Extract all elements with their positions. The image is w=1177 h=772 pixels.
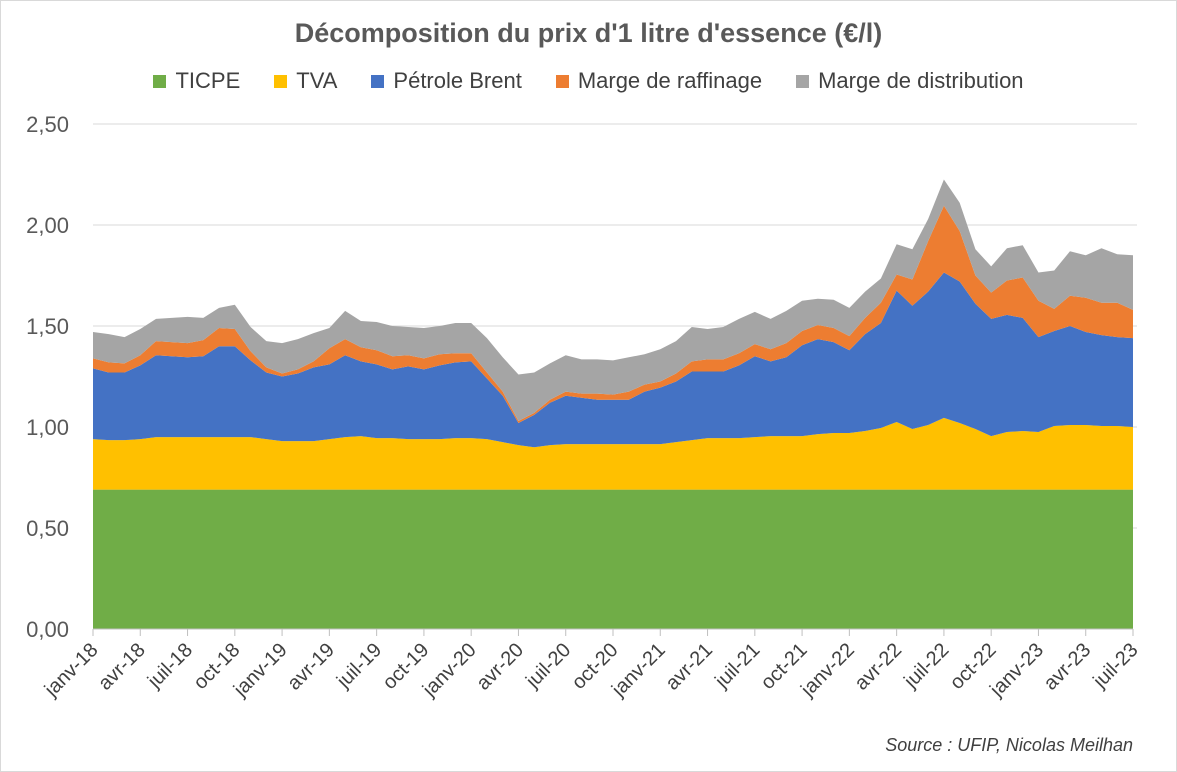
chart-title: Décomposition du prix d'1 litre d'essenc… [294,18,883,48]
x-tick-label: janv-21 [607,639,670,702]
x-tick-label: juil-19 [332,639,386,693]
area-series-1 [93,417,1133,490]
y-tick-label: 1,00 [26,415,69,440]
area-series-0 [93,489,1133,629]
legend-swatch [274,74,288,88]
x-tick-label: avr-23 [1040,639,1096,695]
y-tick-label: 1,50 [26,314,69,339]
x-tick-label: janv-23 [985,639,1048,702]
y-tick-label: 0,00 [26,617,69,642]
x-tick-label: janv-20 [418,639,481,702]
x-tick-label: juil-20 [521,639,575,693]
legend-label: TVA [296,68,338,93]
y-tick-label: 2,50 [26,112,69,137]
x-tick-label: juil-23 [1089,639,1143,693]
legend-item: TVA [274,68,337,94]
legend-label: Pétrole Brent [393,68,522,93]
x-tick-label: avr-20 [472,639,528,695]
legend-item: Marge de raffinage [555,68,763,94]
legend-label: Marge de distribution [818,68,1024,93]
legend-item: TICPE [153,68,240,94]
x-tick-label: avr-19 [283,639,339,695]
x-tick-label: avr-22 [851,639,907,695]
x-tick-label: janv-19 [229,639,292,702]
y-tick-label: 0,50 [26,516,69,541]
legend-label: Marge de raffinage [577,68,763,93]
area-series-4 [93,179,1133,421]
legend-item: Marge de distribution [796,68,1024,94]
x-tick-label: juil-22 [899,639,953,693]
x-tick-label: janv-18 [40,639,103,702]
y-tick-label: 2,00 [26,213,69,238]
legend-label: TICPE [175,68,241,93]
x-tick-label: avr-18 [94,639,150,695]
legend: TICPE TVA Pétrole Brent Marge de raffinage M… [0,68,1177,94]
legend-item: Pétrole Brent [371,68,522,94]
legend-swatch [153,74,167,88]
x-tick-label: avr-21 [661,639,717,695]
legend-swatch [796,74,810,88]
area-series-2 [93,272,1133,448]
x-tick-label: juil-18 [143,639,197,693]
legend-swatch [371,74,385,88]
x-tick-label: juil-21 [710,639,764,693]
x-tick-label: janv-22 [796,639,859,702]
legend-swatch [555,74,569,88]
source-note: Source : UFIP, Nicolas Meilhan [885,735,1133,755]
